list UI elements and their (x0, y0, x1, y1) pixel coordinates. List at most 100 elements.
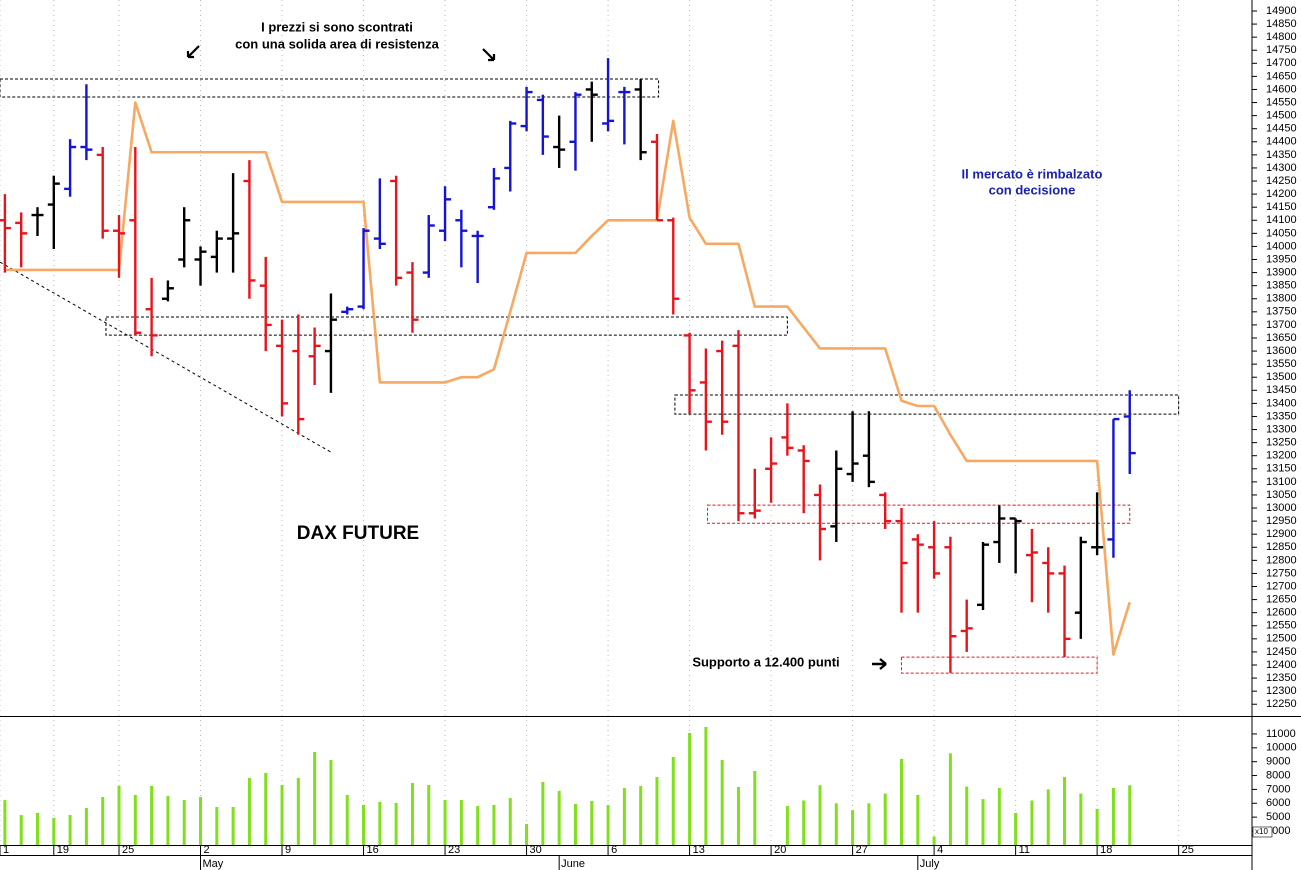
y-tick-label: 11000 (1266, 728, 1296, 740)
x-tick-label: 18 (1100, 844, 1112, 856)
volume-bar (68, 815, 72, 845)
volume-bar (1063, 776, 1067, 845)
volume-bar (802, 800, 806, 845)
volume-bar (981, 799, 985, 845)
volume-bar (101, 797, 105, 845)
annotation: I prezzi si sono scontrati (261, 19, 413, 34)
volume-bar (965, 786, 969, 845)
volume-bar (1128, 785, 1132, 845)
arrow (482, 48, 496, 62)
volume-bar (182, 799, 186, 845)
volume-bar (492, 804, 496, 845)
x-tick-label: 11 (1019, 844, 1030, 856)
ohlc-bar (1058, 565, 1071, 658)
ohlc-bar (781, 403, 794, 456)
volume-bar (247, 777, 251, 845)
annotation: Supporto a 12.400 punti (692, 654, 839, 669)
y-tick-label: 14550 (1266, 96, 1297, 108)
indicator-line (4, 101, 1131, 656)
y-tick-label: 12600 (1266, 607, 1297, 619)
volume-bar (883, 793, 887, 845)
volume-bar (688, 732, 692, 845)
y-tick-label: 13300 (1266, 423, 1297, 435)
price-zone (105, 316, 788, 336)
ohlc-bar (1107, 417, 1120, 558)
y-tick-label: 7000 (1266, 783, 1290, 795)
ohlc-bar (928, 521, 941, 579)
volume-bar (3, 799, 7, 845)
ohlc-bar (944, 536, 957, 673)
y-tick-label: 12400 (1266, 659, 1297, 671)
y-tick-label: 13700 (1266, 319, 1297, 331)
ohlc-bar (813, 484, 826, 561)
y-tick-label: 13450 (1266, 384, 1297, 396)
y-tick-label: 13200 (1266, 450, 1297, 462)
volume-bar (1030, 800, 1034, 845)
ohlc-bar (960, 599, 973, 652)
volume-bar (1046, 789, 1050, 845)
y-tick-label: 14450 (1266, 123, 1297, 135)
ohlc-bar (292, 314, 305, 435)
arrow (186, 45, 200, 59)
y-tick-label: 14400 (1266, 136, 1297, 148)
y-tick-label: 5000 (1266, 811, 1290, 823)
y-tick-label: 13500 (1266, 371, 1297, 383)
y-tick-label: 14800 (1266, 31, 1297, 43)
y-tick-label: 14650 (1266, 70, 1297, 82)
ohlc-bar (716, 340, 729, 435)
y-tick-label: 13650 (1266, 332, 1297, 344)
volume-bar (590, 800, 594, 845)
ohlc-bar (439, 186, 452, 242)
ohlc-bar (732, 330, 745, 522)
volume-bar (133, 794, 137, 845)
volume-bar (19, 815, 23, 845)
y-tick-label: 13850 (1266, 280, 1297, 292)
ohlc-bar (618, 86, 631, 145)
y-tick-label: 13150 (1266, 463, 1297, 475)
ohlc-bar (569, 92, 582, 171)
arrow (872, 658, 887, 670)
ohlc-bar (80, 84, 93, 161)
annotations: I prezzi si sono scontrati con una solid… (186, 19, 1102, 670)
volume-bar (606, 804, 610, 845)
volume-bar (1111, 788, 1115, 845)
y-tick-label: 14350 (1266, 149, 1297, 161)
y-tick-label: 14500 (1266, 110, 1297, 122)
y-tick-label: 13400 (1266, 397, 1297, 409)
ohlc-bar (194, 246, 207, 286)
ohlc-bar (276, 319, 289, 417)
x-tick-label: 2 (204, 844, 210, 856)
y-tick-label: 14700 (1266, 57, 1297, 69)
ohlc-bar (536, 94, 549, 155)
volume-bar (199, 797, 203, 845)
x-tick-label: 27 (856, 844, 868, 856)
volume-bar (264, 772, 268, 845)
ohlc-bar (911, 534, 924, 613)
ohlc-bar (553, 115, 566, 168)
x-tick-label: 4 (937, 844, 943, 856)
y-tick-label: 12300 (1266, 685, 1297, 697)
volume-bar (753, 770, 757, 845)
volume-bar (671, 756, 675, 845)
ohlc-bar (846, 411, 859, 482)
volume-bar (557, 790, 561, 845)
y-tick-label: 13050 (1266, 489, 1297, 501)
x-tick-label: 19 (57, 844, 69, 856)
chart-title: DAX FUTURE (297, 523, 419, 544)
volume-bar (932, 836, 936, 845)
mark-layer (0, 58, 1136, 845)
y-tick-label: 13000 (1266, 502, 1297, 514)
y-tick-label: 13550 (1266, 358, 1297, 370)
x-tick-label: 25 (122, 844, 134, 856)
ohlc-bar (748, 468, 761, 519)
ohlc-bar (1074, 536, 1087, 639)
y-tick-label: 14000 (1266, 240, 1297, 252)
trend-line (0, 261, 333, 454)
volume-bar (573, 803, 577, 845)
ohlc-bar (0, 194, 11, 273)
ohlc-bar (259, 256, 272, 352)
ohlc-bar (585, 81, 598, 142)
y-tick-label: 12750 (1266, 567, 1297, 579)
y-tick-label: 14200 (1266, 188, 1297, 200)
